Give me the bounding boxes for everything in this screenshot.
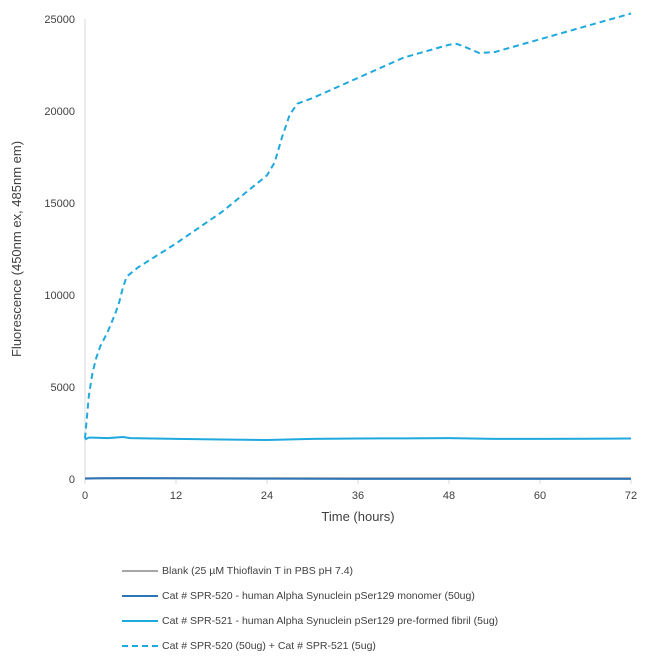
y-tick-label: 15000 (44, 198, 75, 210)
x-tick-label: 24 (261, 490, 273, 502)
legend-swatch-pff (122, 619, 158, 622)
legend-label-combined: Cat # SPR-520 (50ug) + Cat # SPR-521 (5u… (162, 639, 376, 652)
line-chart: 0 5000 10000 15000 20000 25000 0 12 24 36 48 60 72 Ti… (9, 12, 637, 524)
x-tick-label: 0 (82, 490, 88, 502)
legend-item-combined: Cat # SPR-520 (50ug) + Cat # SPR-521 (5u… (122, 633, 498, 658)
legend-item-blank: Blank (25 µM Thioflavin T in PBS pH 7.4) (122, 558, 498, 583)
legend-swatch-monomer (122, 594, 158, 597)
y-tick-label: 25000 (44, 14, 75, 26)
x-tick-label: 48 (443, 490, 455, 502)
y-tick-label: 5000 (51, 382, 75, 394)
legend-item-monomer: Cat # SPR-520 - human Alpha Synuclein pS… (122, 583, 498, 608)
legend-label-pff: Cat # SPR-521 - human Alpha Synuclein pS… (162, 614, 499, 627)
x-tick-label: 72 (625, 490, 637, 502)
legend-label-monomer: Cat # SPR-520 - human Alpha Synuclein pS… (162, 589, 475, 602)
legend-swatch-combined (122, 644, 158, 647)
legend-item-pff: Cat # SPR-521 - human Alpha Synuclein pS… (122, 608, 498, 633)
legend-label-blank: Blank (25 µM Thioflavin T in PBS pH 7.4) (162, 564, 354, 577)
series-line-1 (84, 477, 631, 480)
series-line-3 (84, 12, 632, 439)
x-tick-label: 12 (170, 490, 182, 502)
legend-swatch-blank (122, 569, 158, 572)
y-tick-label: 20000 (44, 106, 75, 118)
legend: Blank (25 µM Thioflavin T in PBS pH 7.4)… (122, 558, 498, 658)
x-tick-label: 60 (534, 490, 546, 502)
y-axis-title: Fluorescence (450nm ex, 485nm em) (9, 141, 24, 357)
series-line-2 (84, 436, 632, 441)
y-tick-label: 0 (69, 474, 75, 486)
x-axis-title: Time (hours) (321, 509, 394, 524)
y-tick-label: 10000 (44, 290, 75, 302)
x-tick-label: 36 (352, 490, 364, 502)
